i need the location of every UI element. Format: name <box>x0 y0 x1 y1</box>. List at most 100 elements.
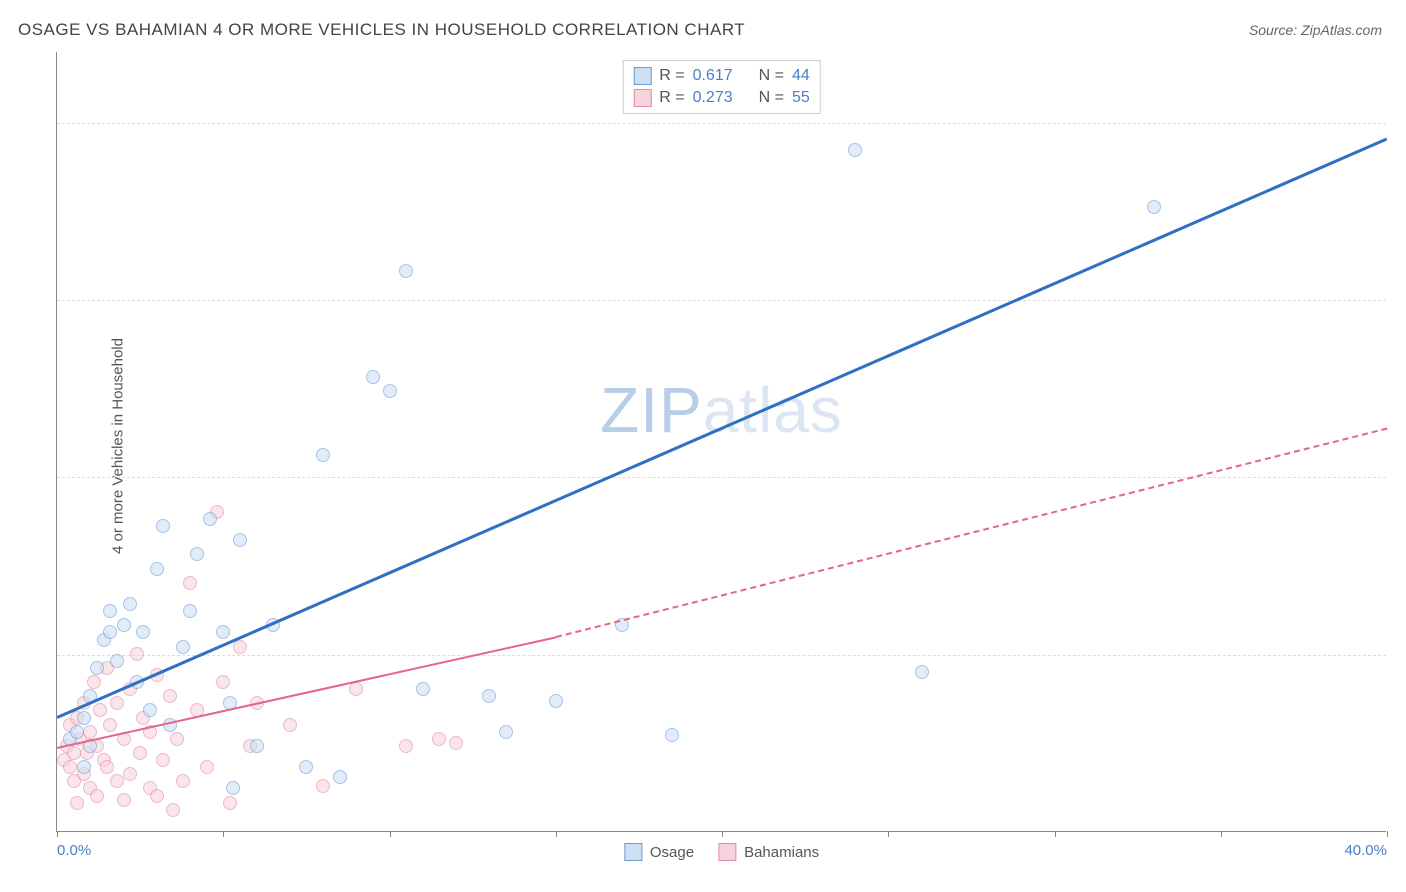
x-tick <box>1055 831 1056 837</box>
data-point <box>90 661 104 675</box>
data-point <box>499 725 513 739</box>
legend-r-label: R = <box>659 67 684 85</box>
swatch-bahamians <box>633 89 651 107</box>
data-point <box>123 597 137 611</box>
data-point <box>176 774 190 788</box>
legend-series: Osage Bahamians <box>624 843 819 861</box>
data-point <box>117 618 131 632</box>
data-point <box>383 384 397 398</box>
legend-n-label: N = <box>759 89 784 107</box>
legend-r-label: R = <box>659 89 684 107</box>
trend-line <box>556 428 1388 638</box>
data-point <box>83 725 97 739</box>
watermark-bold: ZIP <box>600 374 703 446</box>
data-point <box>93 703 107 717</box>
legend-correlation: R = 0.617 N = 44 R = 0.273 N = 55 <box>622 60 821 114</box>
data-point <box>183 604 197 618</box>
x-tick <box>57 831 58 837</box>
x-tick <box>1387 831 1388 837</box>
data-point <box>449 736 463 750</box>
data-point <box>110 774 124 788</box>
data-point <box>103 604 117 618</box>
x-tick <box>1221 831 1222 837</box>
data-point <box>110 696 124 710</box>
data-point <box>110 654 124 668</box>
data-point <box>163 689 177 703</box>
data-point <box>223 796 237 810</box>
data-point <box>170 732 184 746</box>
legend-n-label: N = <box>759 67 784 85</box>
gridline <box>57 300 1386 301</box>
data-point <box>848 143 862 157</box>
data-point <box>665 728 679 742</box>
gridline <box>57 655 1386 656</box>
data-point <box>216 625 230 639</box>
data-point <box>482 689 496 703</box>
data-point <box>399 264 413 278</box>
x-tick-label: 40.0% <box>1344 842 1387 859</box>
data-point <box>87 675 101 689</box>
x-tick <box>722 831 723 837</box>
data-point <box>136 625 150 639</box>
legend-n-value: 55 <box>792 89 810 107</box>
data-point <box>200 760 214 774</box>
data-point <box>203 512 217 526</box>
data-point <box>183 576 197 590</box>
data-point <box>333 770 347 784</box>
data-point <box>67 746 81 760</box>
data-point <box>156 519 170 533</box>
legend-r-value: 0.617 <box>693 67 733 85</box>
legend-row-bahamians: R = 0.273 N = 55 <box>633 87 810 109</box>
data-point <box>316 779 330 793</box>
data-point <box>549 694 563 708</box>
data-point <box>77 711 91 725</box>
swatch-bahamians <box>718 843 736 861</box>
data-point <box>70 725 84 739</box>
data-point <box>103 625 117 639</box>
data-point <box>176 640 190 654</box>
swatch-osage <box>633 67 651 85</box>
data-point <box>299 760 313 774</box>
data-point <box>226 781 240 795</box>
legend-row-osage: R = 0.617 N = 44 <box>633 65 810 87</box>
data-point <box>399 739 413 753</box>
data-point <box>90 789 104 803</box>
data-point <box>103 718 117 732</box>
plot-area: ZIPatlas R = 0.617 N = 44 R = 0.273 N = … <box>56 52 1386 832</box>
x-tick-label: 0.0% <box>57 842 91 859</box>
data-point <box>190 547 204 561</box>
data-point <box>233 533 247 547</box>
chart-container: OSAGE VS BAHAMIAN 4 OR MORE VEHICLES IN … <box>0 0 1406 892</box>
legend-r-value: 0.273 <box>693 89 733 107</box>
data-point <box>166 803 180 817</box>
data-point <box>233 640 247 654</box>
legend-item-bahamians: Bahamians <box>718 843 819 861</box>
data-point <box>416 682 430 696</box>
data-point <box>117 793 131 807</box>
legend-item-osage: Osage <box>624 843 694 861</box>
data-point <box>283 718 297 732</box>
x-tick <box>556 831 557 837</box>
data-point <box>100 760 114 774</box>
x-tick <box>888 831 889 837</box>
data-point <box>915 665 929 679</box>
data-point <box>70 796 84 810</box>
data-point <box>366 370 380 384</box>
data-point <box>316 448 330 462</box>
data-point <box>150 562 164 576</box>
chart-title: OSAGE VS BAHAMIAN 4 OR MORE VEHICLES IN … <box>18 20 745 40</box>
data-point <box>216 675 230 689</box>
gridline <box>57 123 1386 124</box>
swatch-osage <box>624 843 642 861</box>
trend-line <box>57 137 1388 718</box>
x-tick <box>223 831 224 837</box>
legend-label: Bahamians <box>744 844 819 861</box>
data-point <box>77 760 91 774</box>
data-point <box>250 739 264 753</box>
data-point <box>432 732 446 746</box>
legend-label: Osage <box>650 844 694 861</box>
data-point <box>123 767 137 781</box>
legend-n-value: 44 <box>792 67 810 85</box>
data-point <box>156 753 170 767</box>
data-point <box>1147 200 1161 214</box>
